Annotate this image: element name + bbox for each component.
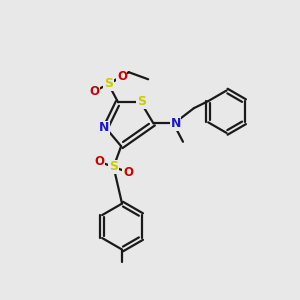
- Text: S: S: [109, 160, 118, 173]
- Text: S: S: [137, 95, 146, 108]
- Text: O: O: [117, 70, 127, 83]
- Text: O: O: [94, 155, 104, 168]
- Text: O: O: [90, 85, 100, 98]
- Text: N: N: [99, 121, 109, 134]
- Text: O: O: [123, 166, 133, 179]
- Text: N: N: [170, 117, 181, 130]
- Text: S: S: [104, 77, 113, 91]
